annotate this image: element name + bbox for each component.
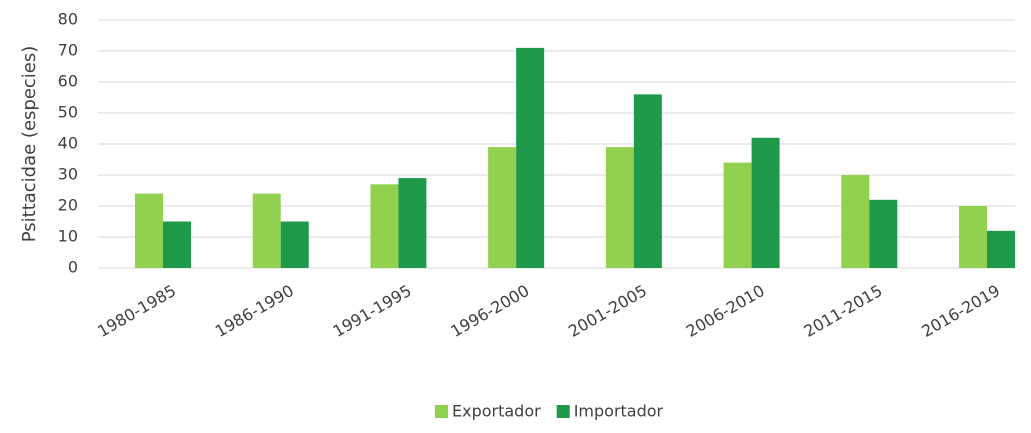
bar — [370, 184, 399, 268]
bar — [280, 221, 309, 268]
bar — [841, 175, 870, 268]
x-tick-label: 1996-2000 — [447, 281, 532, 341]
legend-swatch — [556, 405, 570, 418]
y-tick-label: 80 — [58, 10, 78, 29]
y-tick-label: 50 — [58, 103, 78, 122]
bar — [633, 94, 662, 269]
bar — [869, 199, 898, 268]
bar — [163, 221, 191, 268]
bar — [398, 178, 427, 268]
bar — [751, 137, 780, 268]
y-tick-label: 40 — [58, 134, 78, 153]
bar — [488, 147, 517, 268]
x-tick-label: 2016-2019 — [918, 281, 1003, 341]
bar — [987, 230, 1015, 268]
y-tick-label: 0 — [68, 258, 78, 277]
bar — [252, 193, 281, 268]
legend-label: Exportador — [452, 402, 541, 421]
x-tick-label: 2011-2015 — [801, 281, 886, 341]
x-tick-label: 2001-2005 — [565, 281, 650, 341]
bar — [959, 206, 987, 268]
x-tick-label: 1980-1985 — [94, 281, 179, 341]
y-tick-label: 10 — [58, 227, 78, 246]
bar — [605, 147, 634, 268]
legend-label: Importador — [574, 402, 664, 421]
y-tick-label: 60 — [58, 72, 78, 91]
legend-swatch — [435, 405, 448, 418]
bar — [135, 193, 163, 268]
x-tick-label: 1986-1990 — [212, 281, 297, 341]
y-tick-label: 70 — [58, 41, 78, 60]
x-tick-label: 1991-1995 — [330, 281, 415, 341]
bar — [723, 162, 752, 268]
y-tick-label: 20 — [58, 196, 78, 215]
x-tick-label: 2006-2010 — [683, 281, 768, 341]
y-axis-label: Psittacidae (especies) — [19, 46, 40, 243]
y-tick-label: 30 — [58, 165, 78, 184]
bar — [516, 47, 545, 269]
